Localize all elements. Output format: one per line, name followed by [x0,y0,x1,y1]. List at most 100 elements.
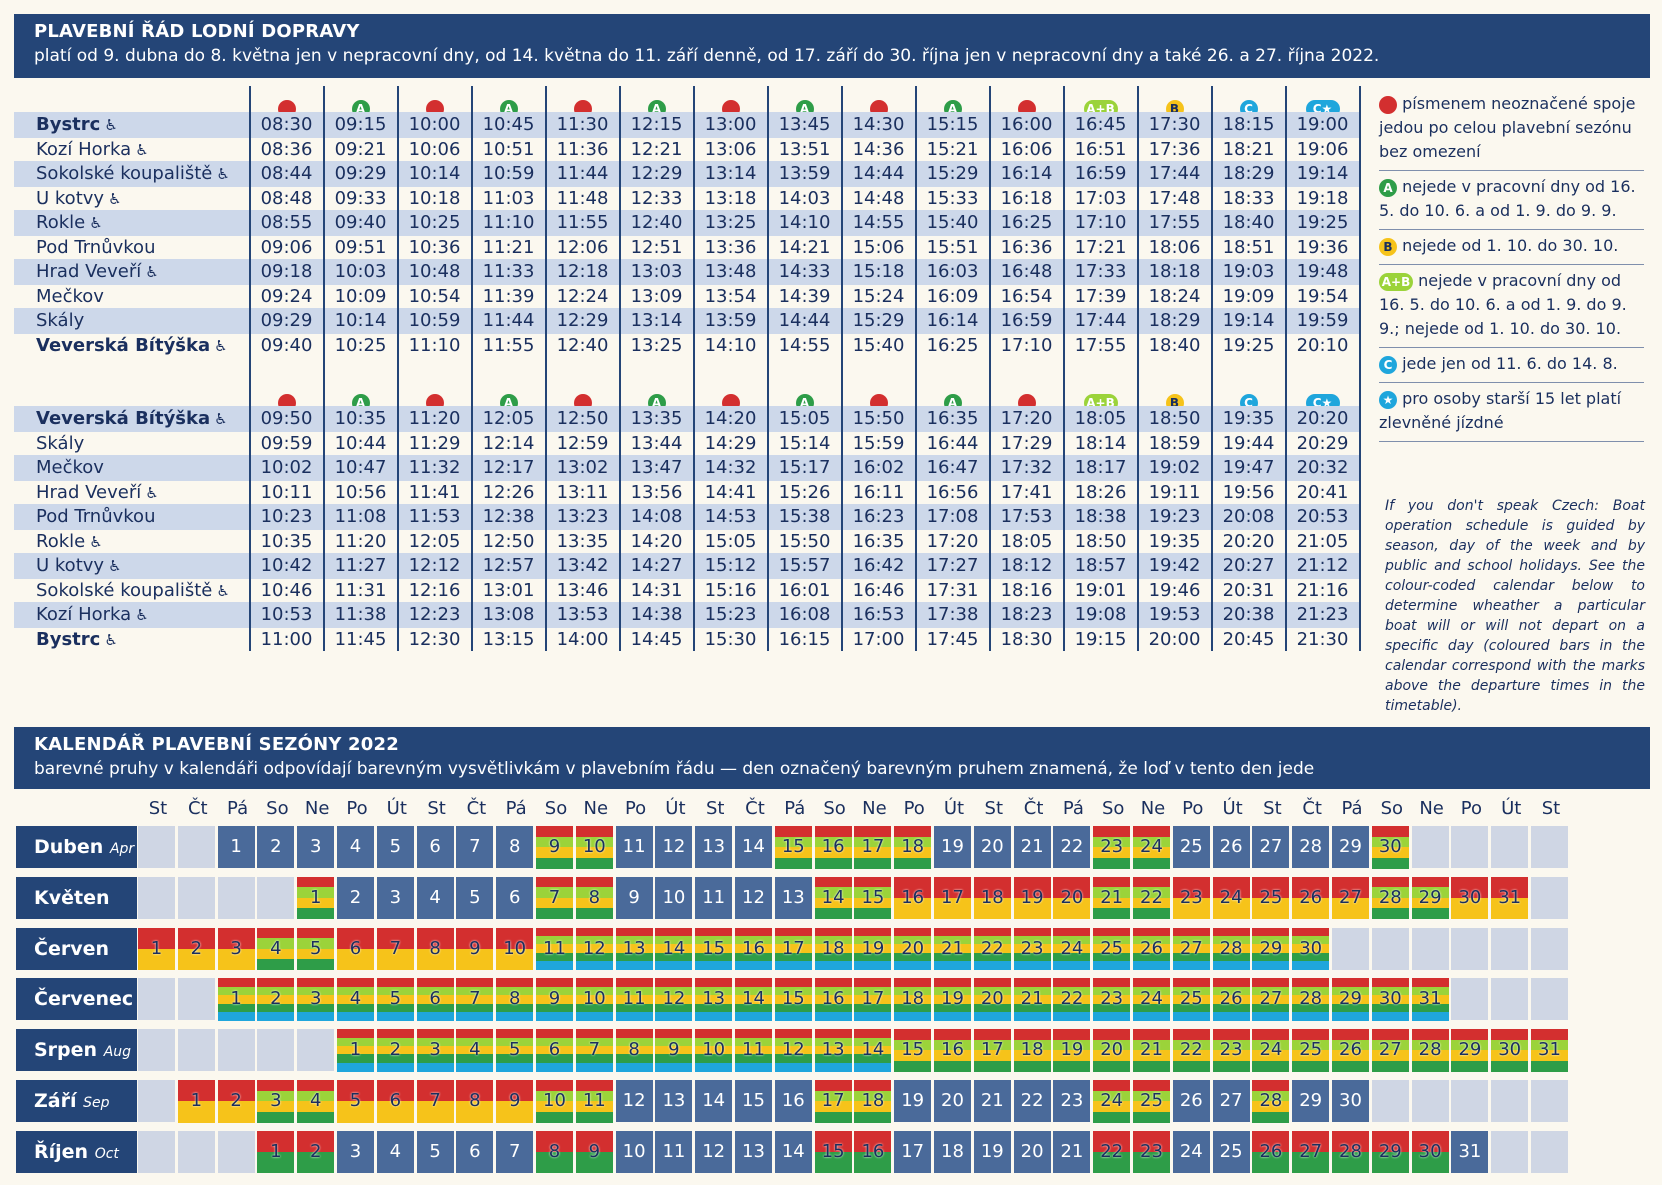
day-band [695,944,733,954]
day-band [814,897,852,909]
day-band [1411,1039,1449,1051]
day-band [257,1090,295,1102]
day-band [854,1080,892,1091]
calendar-day [1531,876,1568,919]
day-band [894,1029,932,1041]
day-band [695,935,733,945]
day-band [217,986,255,996]
day-band [1133,952,1170,962]
departure-time: 12:26 [482,481,535,503]
weekday-header: Út [386,798,407,819]
day-band [376,948,414,971]
stop-name: Veverská Bítýška ♿ [14,406,250,432]
day-band [1013,944,1051,954]
calendar-day: 25 [1133,1080,1170,1123]
timetable-row: U kotvy ♿ 10:42 11:27 12:12 12:57 13:42 14:27 15… [14,553,1386,579]
departure-time: 13:46 [556,579,609,601]
day-band [1172,1039,1210,1051]
departure-time: 12:38 [472,504,545,530]
day-band [1332,1039,1369,1051]
departure-time: 17:10 [1064,210,1137,236]
day-band [615,961,653,971]
day-band [536,836,573,848]
calendar-day: 20 [894,927,932,971]
day-band [1252,978,1290,988]
day-band [894,978,932,988]
day-band [615,944,653,954]
day-band [1332,897,1369,920]
calendar-day: 17 [973,1029,1011,1072]
departure-time: 18:51 [1222,236,1275,258]
departure-time: 09:21 [334,138,387,160]
departure-time: 11:29 [408,432,461,454]
day-band [536,986,573,996]
day-band [695,995,733,1005]
day-band [1252,986,1290,996]
column-divider [1063,86,1065,651]
calendar-day: 15 [854,876,892,920]
day-band [1252,1090,1290,1102]
day-band [615,1062,653,1072]
departure-time: 21:23 [1286,602,1359,628]
departure-time: 10:56 [334,481,387,503]
day-band [536,1029,573,1039]
day-band [1053,1029,1091,1041]
departure-time: 11:44 [546,161,619,187]
calendar-day: 31 [1491,876,1529,920]
departure-time: 19:36 [1296,236,1349,258]
departure-time: 10:36 [408,236,461,258]
day-band [1451,897,1489,920]
day-number: 3 [349,1140,362,1162]
calendar-day: 15 [774,978,812,1021]
day-band [1212,978,1250,988]
day-band [376,986,414,996]
calendar-day: 14 [655,927,693,971]
day-number: 6 [349,937,362,959]
day-band [1013,961,1051,971]
departure-time: 12:14 [482,432,535,454]
day-band [973,876,1011,899]
departure-time: 16:56 [926,481,979,503]
day-number: 18 [980,886,1004,908]
departure-time: 13:53 [546,602,619,628]
departure-time: 14:45 [630,628,683,650]
calendar-day: 19 [1013,876,1051,920]
day-band [575,897,613,909]
day-band [854,986,892,996]
day-band [1292,935,1330,945]
day-band [1212,1029,1250,1041]
day-number: 25 [1100,937,1124,959]
departure-time: 13:25 [694,210,767,236]
day-band [774,1045,812,1055]
calendar-day: 3 [376,876,414,919]
day-band [1451,1060,1489,1072]
day-number: 21 [1020,988,1044,1010]
day-band [1371,1050,1409,1062]
calendar-day: 10 [575,826,613,869]
day-band [973,1011,1011,1021]
calendar-day: 5 [337,1080,374,1123]
day-band [1252,876,1290,899]
day-band [257,1111,295,1123]
day-number: 10 [622,1140,646,1162]
departure-time: 14:30 [842,112,915,138]
stop-name: Bystrc ♿ [36,628,118,650]
day-number: 4 [349,836,362,857]
weekday-header: Út [1501,798,1522,819]
wheelchair-icon: ♿ [216,581,230,600]
calendar-day: 19 [1053,1029,1091,1072]
day-band [1371,1060,1409,1072]
departure-time: 14:44 [768,308,841,334]
departure-time: 10:59 [398,308,471,334]
day-band [973,995,1011,1005]
day-number: 21 [1140,1039,1163,1061]
day-number: 8 [628,1039,640,1061]
day-band [854,1003,892,1013]
departure-time: 16:54 [1000,285,1053,307]
calendar-day: 16 [814,826,852,869]
calendar-day: 6 [376,1080,414,1123]
departure-time: 17:31 [926,579,979,601]
day-band [1053,952,1091,962]
day-band [575,1011,613,1021]
calendar-day: 14 [854,1029,892,1072]
